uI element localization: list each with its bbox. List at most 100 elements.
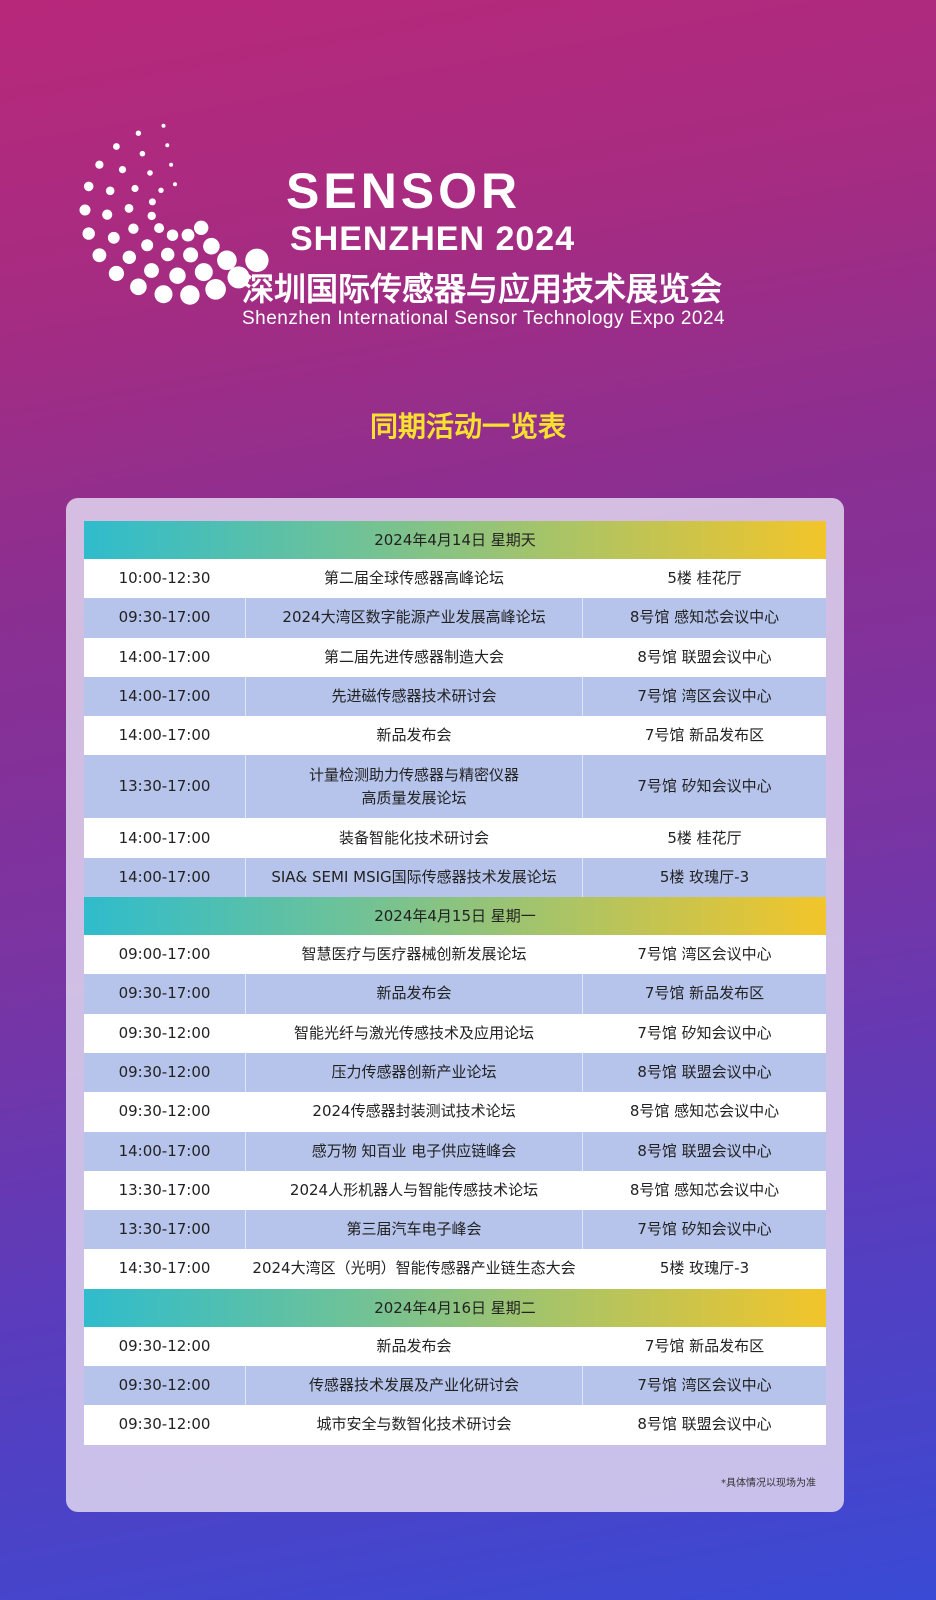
event-location: 5楼 玫瑰厅-3 <box>659 1259 750 1278</box>
event-name: 传感器技术发展及产业化研讨会 <box>245 1366 582 1406</box>
expo-logo: SENSOR SHENZHEN 2024 深圳国际传感器与应用技术展览会 She… <box>60 100 880 340</box>
event-name: 感万物 知百业 电子供应链峰会 <box>245 1131 582 1171</box>
event-location: 8号馆 联盟会议中心 <box>582 1131 826 1171</box>
logo-dot <box>124 204 134 213</box>
event-location: 8号馆 感知芯会议中心 <box>629 1180 780 1199</box>
logo-dot <box>113 143 120 150</box>
event-location: 7号馆 湾区会议中心 <box>637 945 772 964</box>
event-location: 8号馆 感知芯会议中心 <box>582 598 826 638</box>
table-row: 09:30-12:00 传感器技术发展及产业化研讨会 7号馆 湾区会议中心 <box>84 1366 826 1406</box>
logo-chinese-name: 深圳国际传感器与应用技术展览会 <box>242 270 723 308</box>
event-time: 09:30-12:00 <box>118 1102 211 1121</box>
logo-dot <box>83 181 94 192</box>
logo-dot <box>161 123 166 128</box>
logo-dot <box>205 279 226 300</box>
event-name: 智慧医疗与医疗器械创新发展论坛 <box>301 945 527 964</box>
event-name: 压力传感器创新产业论坛 <box>245 1052 582 1093</box>
event-name: 新品发布会 <box>376 1336 452 1355</box>
event-location: 7号馆 矽知会议中心 <box>582 755 826 819</box>
logo-dot <box>227 266 250 289</box>
event-time: 09:30-17:00 <box>118 984 211 1003</box>
logo-dot <box>158 187 164 193</box>
event-time: 13:30-17:00 <box>118 1220 211 1239</box>
logo-dots-graphic <box>79 123 269 305</box>
event-time: 09:30-12:00 <box>118 1336 211 1355</box>
logo-dot <box>128 223 139 234</box>
event-location: 7号馆 矽知会议中心 <box>582 1210 826 1250</box>
event-location: 7号馆 湾区会议中心 <box>582 676 826 717</box>
event-name: 装备智能化技术研讨会 <box>338 828 489 847</box>
logo-dot <box>107 231 120 244</box>
event-time: 14:00-17:00 <box>118 726 211 745</box>
date-header: 2024年4月16日 星期二 <box>84 1288 826 1327</box>
event-location: 7号馆 新品发布区 <box>644 726 765 745</box>
event-location: 7号馆 湾区会议中心 <box>582 1366 826 1406</box>
table-row: 09:30-12:00 新品发布会 7号馆 新品发布区 <box>84 1326 826 1367</box>
logo-english-name: Shenzhen International Sensor Technology… <box>242 308 726 329</box>
logo-dot <box>161 247 175 262</box>
logo-dot <box>92 248 107 263</box>
event-time: 09:30-12:00 <box>118 1376 211 1395</box>
logo-dot <box>166 229 179 241</box>
table-row: 14:00-17:00 第二届先进传感器制造大会 8号馆 联盟会议中心 <box>84 637 826 677</box>
event-time: 14:00-17:00 <box>118 1141 211 1160</box>
logo-dot <box>245 248 269 272</box>
event-time: 09:30-12:00 <box>118 1023 211 1042</box>
table-row: 09:30-12:00 城市安全与数智化技术研讨会 8号馆 联盟会议中心 <box>84 1405 826 1445</box>
table-row: 09:30-17:00 2024大湾区数字能源产业发展高峰论坛 8号馆 感知芯会议中… <box>84 598 826 638</box>
event-name: 2024传感器封装测试技术论坛 <box>312 1102 516 1121</box>
event-time: 14:00-17:00 <box>118 647 211 666</box>
logo-dot <box>165 143 170 148</box>
event-time: 09:00-17:00 <box>118 945 211 964</box>
logo-dot <box>217 250 237 271</box>
logo-sensor-text: SENSOR <box>286 163 522 219</box>
logo-dot <box>169 162 174 167</box>
event-time: 14:30-17:00 <box>118 1259 211 1278</box>
event-name: 2024大湾区数字能源产业发展高峰论坛 <box>245 598 582 638</box>
event-location: 8号馆 联盟会议中心 <box>637 647 772 666</box>
logo-dot <box>141 239 154 252</box>
table-row: 09:30-12:00 智能光纤与激光传感技术及应用论坛 7号馆 矽知会议中心 <box>84 1013 826 1053</box>
event-location: 5楼 桂花厅 <box>667 828 742 847</box>
logo-dot <box>135 130 142 136</box>
logo-dot <box>122 250 136 264</box>
table-row: 14:00-17:00 先进磁传感器技术研讨会 7号馆 湾区会议中心 <box>84 676 826 717</box>
logo-dot <box>173 182 177 187</box>
event-time: 14:00-17:00 <box>118 828 211 847</box>
event-name: 2024人形机器人与智能传感技术论坛 <box>289 1180 539 1199</box>
event-time: 14:00-17:00 <box>118 686 211 705</box>
event-location: 5楼 玫瑰厅-3 <box>582 857 826 898</box>
logo-shenzhen-text: SHENZHEN 2024 <box>290 220 576 258</box>
logo-dot <box>102 209 113 220</box>
event-location: 5楼 桂花厅 <box>667 569 742 588</box>
event-name: 新品发布会 <box>376 726 452 745</box>
event-name: 计量检测助力传感器与精密仪器 高质量发展论坛 <box>245 755 582 819</box>
logo-dot <box>181 228 195 242</box>
logo-dot <box>144 263 159 278</box>
table-row: 13:30-17:00 第三届汽车电子峰会 7号馆 矽知会议中心 <box>84 1210 826 1250</box>
event-time: 10:00-12:30 <box>118 569 211 588</box>
logo-dot <box>131 184 139 193</box>
table-row: 09:30-12:00 2024传感器封装测试技术论坛 8号馆 感知芯会议中心 <box>84 1092 826 1132</box>
table-row: 14:00-17:00 装备智能化技术研讨会 5楼 桂花厅 <box>84 818 826 858</box>
event-name: 第三届汽车电子峰会 <box>245 1210 582 1250</box>
event-location: 7号馆 新品发布区 <box>644 1336 765 1355</box>
event-location: 8号馆 联盟会议中心 <box>582 1052 826 1093</box>
event-name: 新品发布会 <box>245 974 582 1014</box>
event-name: 第二届先进传感器制造大会 <box>323 647 504 666</box>
table-row: 09:00-17:00 智慧医疗与医疗器械创新发展论坛 7号馆 湾区会议中心 <box>84 935 826 975</box>
footnote: *具体情况以现场为准 <box>721 1478 816 1489</box>
event-location: 7号馆 矽知会议中心 <box>637 1023 772 1042</box>
event-location: 7号馆 新品发布区 <box>582 974 826 1014</box>
logo-dot <box>118 166 127 174</box>
event-time: 13:30-17:00 <box>118 777 211 796</box>
logo-dot <box>147 211 156 221</box>
event-location: 8号馆 联盟会议中心 <box>637 1415 772 1434</box>
logo-dot <box>183 247 199 263</box>
logo-dot <box>108 265 124 282</box>
logo-dot <box>148 198 156 206</box>
event-name: 城市安全与数智化技术研讨会 <box>316 1415 512 1434</box>
table-row: 13:30-17:00 2024人形机器人与智能传感技术论坛 8号馆 感知芯会议中心 <box>84 1170 826 1211</box>
logo-dot <box>194 220 209 235</box>
date-header: 2024年4月14日 星期天 <box>84 521 826 559</box>
